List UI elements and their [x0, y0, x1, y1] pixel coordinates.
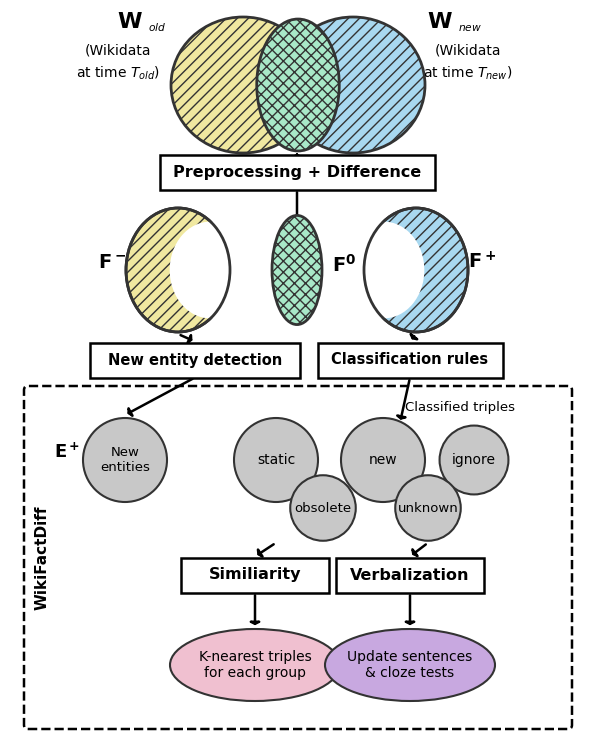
- Ellipse shape: [170, 629, 340, 701]
- Ellipse shape: [341, 418, 425, 502]
- Text: unknown: unknown: [397, 502, 459, 514]
- Ellipse shape: [234, 418, 318, 502]
- Text: static: static: [257, 453, 295, 467]
- Text: $\mathbf{W}$: $\mathbf{W}$: [427, 12, 453, 32]
- Text: $_{new}$: $_{new}$: [458, 19, 482, 35]
- FancyBboxPatch shape: [318, 342, 503, 378]
- Text: Preprocessing + Difference: Preprocessing + Difference: [173, 165, 421, 179]
- Text: ignore: ignore: [452, 453, 496, 467]
- Ellipse shape: [171, 17, 315, 153]
- Text: (Wikidata: (Wikidata: [435, 43, 501, 57]
- Text: $\mathbf{F^+}$: $\mathbf{F^+}$: [468, 252, 496, 272]
- Ellipse shape: [281, 17, 425, 153]
- Ellipse shape: [126, 208, 230, 332]
- Text: New
entities: New entities: [100, 446, 150, 474]
- Text: new: new: [369, 453, 397, 467]
- Text: (Wikidata: (Wikidata: [85, 43, 151, 57]
- Ellipse shape: [170, 221, 251, 318]
- Ellipse shape: [395, 475, 461, 541]
- Text: obsolete: obsolete: [295, 502, 352, 514]
- Text: $\mathbf{W}$: $\mathbf{W}$: [117, 12, 143, 32]
- FancyBboxPatch shape: [160, 154, 434, 190]
- Ellipse shape: [325, 629, 495, 701]
- Text: $_{old}$: $_{old}$: [148, 19, 166, 35]
- Ellipse shape: [83, 418, 167, 502]
- FancyBboxPatch shape: [181, 557, 329, 593]
- Text: New entity detection: New entity detection: [108, 353, 282, 368]
- FancyBboxPatch shape: [24, 386, 572, 729]
- Text: WikiFactDiff: WikiFactDiff: [34, 506, 49, 610]
- Ellipse shape: [364, 208, 468, 332]
- Text: at time $T_{old}$): at time $T_{old}$): [76, 64, 160, 82]
- Ellipse shape: [257, 19, 339, 151]
- Text: at time $T_{new}$): at time $T_{new}$): [424, 64, 513, 82]
- Text: Classification rules: Classification rules: [331, 353, 488, 368]
- Text: $\mathbf{F^0}$: $\mathbf{F^0}$: [332, 254, 356, 276]
- Text: Update sentences
& cloze tests: Update sentences & cloze tests: [347, 650, 473, 680]
- FancyBboxPatch shape: [90, 342, 300, 378]
- Ellipse shape: [272, 215, 322, 325]
- Text: $\mathbf{E^+}$: $\mathbf{E^+}$: [54, 442, 80, 462]
- Text: $\mathbf{F^-}$: $\mathbf{F^-}$: [98, 252, 126, 272]
- Ellipse shape: [440, 426, 508, 494]
- Ellipse shape: [343, 221, 424, 318]
- Text: Verbalization: Verbalization: [350, 568, 470, 582]
- FancyBboxPatch shape: [336, 557, 484, 593]
- Text: K-nearest triples
for each group: K-nearest triples for each group: [198, 650, 311, 680]
- Ellipse shape: [290, 475, 356, 541]
- Text: Similiarity: Similiarity: [208, 568, 301, 582]
- Text: Classified triples: Classified triples: [405, 401, 515, 415]
